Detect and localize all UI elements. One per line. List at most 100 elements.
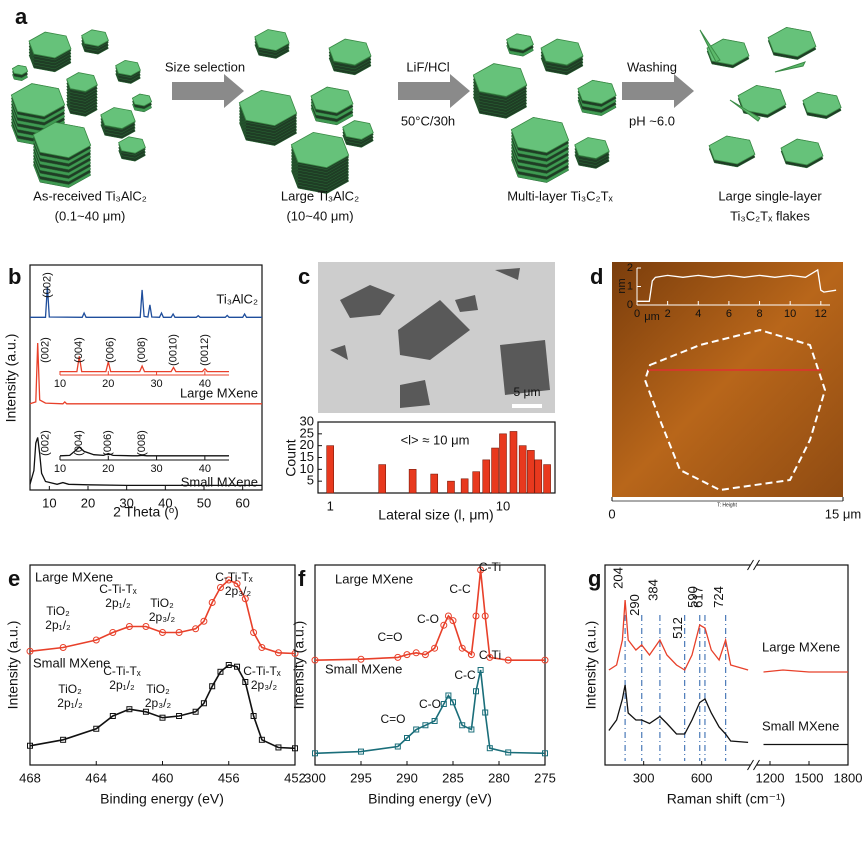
crystal-top bbox=[10, 83, 66, 117]
crystal-top bbox=[342, 120, 374, 140]
data-point bbox=[274, 649, 282, 657]
x-tick-label: 468 bbox=[19, 770, 41, 785]
annotation: <l> ≈ 10 μm bbox=[401, 432, 470, 447]
bar bbox=[326, 445, 334, 494]
data-point bbox=[234, 663, 241, 670]
peak-index: (004) bbox=[73, 430, 85, 456]
y-axis-label: Intensity (a.u.) bbox=[583, 621, 599, 710]
crystal-top bbox=[540, 38, 584, 66]
data-point bbox=[26, 647, 34, 655]
data-line bbox=[59, 446, 229, 457]
data-point bbox=[472, 612, 480, 620]
flake bbox=[330, 345, 348, 360]
x-tick-label: 295 bbox=[350, 770, 372, 785]
crystal-top bbox=[708, 135, 756, 165]
crystal-top bbox=[574, 137, 610, 159]
data-point bbox=[403, 651, 411, 659]
bar bbox=[527, 450, 535, 494]
data-point bbox=[27, 742, 33, 749]
data-point bbox=[109, 713, 116, 719]
annotation: C-Ti-Tₓ bbox=[99, 582, 137, 596]
peak-index: (002) bbox=[39, 430, 51, 456]
y-tick-label: 25 bbox=[300, 425, 314, 440]
data-point bbox=[92, 636, 100, 644]
flake bbox=[495, 268, 520, 280]
data-point bbox=[225, 576, 233, 584]
series-label: Small MXene bbox=[33, 655, 110, 670]
panel-letter: b bbox=[8, 264, 21, 289]
annotation: C-Ti bbox=[479, 560, 501, 574]
data-point bbox=[275, 744, 282, 751]
plot-frame bbox=[29, 264, 263, 491]
data-line bbox=[608, 684, 848, 746]
data-line bbox=[60, 356, 229, 373]
data-point bbox=[431, 718, 438, 724]
bar bbox=[460, 478, 469, 494]
bar bbox=[509, 431, 518, 494]
annotation: C=O bbox=[380, 712, 405, 726]
crystal-top bbox=[131, 93, 153, 107]
peak-index: (0010) bbox=[167, 334, 179, 366]
x-tick-label: 464 bbox=[85, 770, 107, 785]
series-label: Ti₃AlC₂ bbox=[216, 291, 258, 306]
x-tick-label: 20 bbox=[81, 495, 95, 510]
data-line bbox=[608, 599, 848, 673]
data-point bbox=[60, 736, 67, 743]
data-line bbox=[30, 286, 262, 318]
x-tick-label: 280 bbox=[488, 770, 510, 785]
x-tick-label: 600 bbox=[691, 770, 713, 785]
step-label: Washing bbox=[627, 59, 677, 74]
axis-break-gap bbox=[750, 762, 757, 768]
axis-break bbox=[753, 559, 760, 571]
annotation: C-Ti-Tₓ bbox=[243, 664, 281, 678]
y-tick-label: 30 bbox=[300, 413, 314, 428]
y-axis-label: Count bbox=[283, 439, 299, 476]
data-point bbox=[242, 679, 249, 685]
annotation: 2p₁/₂ bbox=[57, 696, 83, 710]
data-point bbox=[468, 726, 475, 733]
plot-frame bbox=[604, 564, 849, 766]
axis-break bbox=[747, 759, 754, 771]
crystal-top bbox=[577, 79, 617, 105]
stage-caption: Multi-layer Ti₃C₂Tₓ bbox=[507, 188, 613, 203]
process-arrow bbox=[172, 74, 244, 108]
x-tick-label: 8 bbox=[756, 308, 762, 320]
annotation: C-Ti-Tₓ bbox=[215, 570, 253, 584]
annotation: C=O bbox=[377, 630, 402, 644]
data-point bbox=[225, 662, 232, 668]
data-point bbox=[233, 580, 241, 588]
data-point bbox=[444, 612, 452, 620]
x-tick-label: 452 bbox=[284, 770, 306, 785]
y-axis-label: Intensity (a.u.) bbox=[5, 621, 21, 710]
stage-caption: As-received Ti₃AlC₂ bbox=[33, 188, 147, 203]
x-tick-label: 0 bbox=[608, 506, 615, 521]
x-tick-label: 4 bbox=[695, 308, 701, 320]
step-condition: pH ~6.0 bbox=[629, 113, 675, 128]
peak-index: (002) bbox=[41, 272, 53, 298]
x-tick-label: 290 bbox=[396, 770, 418, 785]
bar bbox=[499, 433, 507, 494]
x-tick-label: 1 bbox=[327, 498, 334, 513]
x-axis-label: Raman shift (cm⁻¹) bbox=[667, 791, 786, 807]
data-point bbox=[217, 668, 224, 675]
x-tick-label: 30 bbox=[119, 495, 133, 510]
bar bbox=[518, 445, 527, 494]
x-axis-label: μm bbox=[644, 311, 660, 323]
data-point bbox=[258, 736, 265, 743]
annotation: 2p₃/₂ bbox=[251, 678, 278, 692]
peak-label: 204 bbox=[611, 567, 626, 589]
data-point bbox=[357, 655, 365, 663]
data-point bbox=[200, 617, 208, 625]
data-point bbox=[482, 709, 489, 716]
y-axis-label: nm bbox=[616, 278, 628, 293]
y-tick-label: 5 bbox=[307, 473, 314, 488]
bar bbox=[447, 480, 455, 494]
crystal-top bbox=[802, 91, 842, 117]
stage-caption: Ti₃C₂Tₓ flakes bbox=[730, 208, 810, 223]
peak-index: (006) bbox=[105, 337, 117, 363]
data-point bbox=[458, 644, 466, 652]
panel-letter: d bbox=[590, 264, 603, 289]
annotation: TiO₂ bbox=[58, 682, 82, 696]
data-point bbox=[473, 688, 479, 695]
thin-flake bbox=[774, 61, 806, 73]
